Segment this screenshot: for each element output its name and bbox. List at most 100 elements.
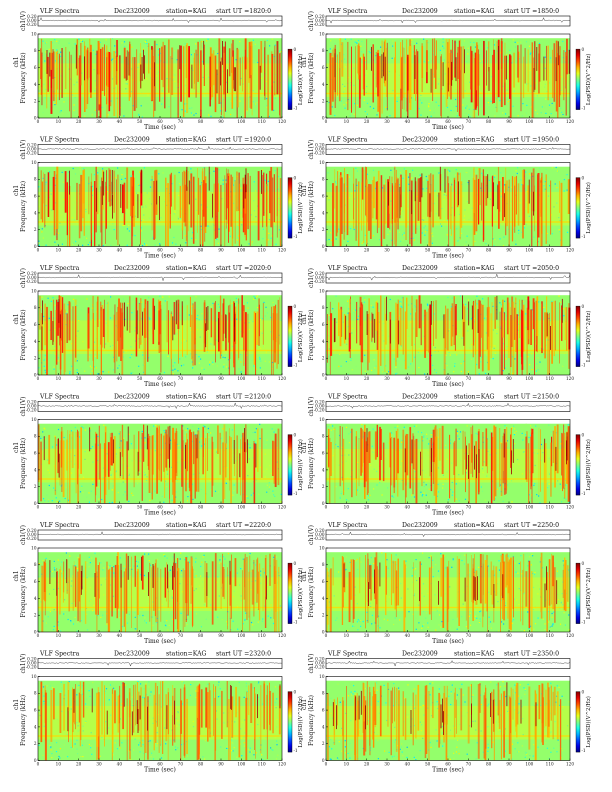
spectrogram-panel: VLF Spectra Dec232009 station=KAG start UT …	[301, 522, 592, 645]
colorbar-tick-label: -1	[294, 363, 298, 368]
waveform-tick-label: -0.20	[314, 536, 325, 541]
header-start-time: start UT =2150:0	[504, 394, 559, 401]
spectrogram-streaks	[40, 166, 282, 247]
y-axis-label: Frequency (kHz)	[308, 52, 315, 103]
channel-label: ch1	[301, 570, 308, 581]
y-tick-label: 0	[34, 244, 37, 249]
channel-label: ch1	[13, 699, 20, 710]
y-tick-label: 2	[34, 484, 37, 489]
colorbar	[575, 177, 581, 239]
y-tick-label: 10	[31, 31, 37, 36]
colorbar-label: Log(PSD)(V^2/Hz)	[585, 182, 592, 234]
y-tick-label: 8	[322, 48, 325, 53]
colorbar-tick-label: 0	[582, 433, 585, 438]
spectrogram-panel: VLF Spectra Dec232009 station=KAG start UT …	[13, 265, 304, 388]
waveform-tick-label: 0.20	[27, 400, 37, 405]
colorbar-tick-label: -1	[294, 234, 298, 239]
x-tick-label: 0	[325, 762, 328, 767]
x-tick-label: 90	[218, 248, 224, 253]
header-start-time: start UT =2250:0	[504, 522, 559, 529]
header-title: VLF Spectra	[327, 651, 368, 658]
x-axis-label: Time (sec)	[144, 381, 176, 388]
header-start-time: start UT =2020:0	[216, 265, 271, 272]
y-tick-label: 10	[319, 674, 325, 679]
spectrogram-panel: VLF Spectra Dec232009 station=KAG start UT …	[13, 522, 304, 645]
x-tick-label: 100	[525, 633, 533, 638]
colorbar	[287, 305, 293, 367]
x-tick-label: 0	[37, 762, 40, 767]
y-tick-label: 6	[322, 65, 325, 70]
colorbar-label: Log(PSD)(V^2/Hz)	[585, 439, 592, 491]
waveform-trace	[325, 17, 571, 24]
header-date: Dec232009	[402, 651, 438, 658]
waveform-frame	[325, 529, 571, 541]
x-tick-label: 30	[96, 119, 102, 124]
spectrogram-streaks	[40, 38, 281, 119]
header-title: VLF Spectra	[327, 137, 368, 144]
x-tick-label: 100	[525, 248, 533, 253]
y-tick-label: 10	[31, 545, 37, 550]
header-date: Dec232009	[402, 137, 438, 144]
x-tick-label: 100	[237, 633, 245, 638]
waveform-tick-label: -0.20	[314, 408, 325, 413]
y-tick-label: 4	[322, 596, 325, 601]
spectrogram-streaks	[332, 166, 570, 247]
y-axis-label: Frequency (kHz)	[308, 309, 315, 360]
x-tick-label: 40	[117, 505, 123, 510]
header-title: VLF Spectra	[39, 265, 80, 272]
x-tick-label: 70	[178, 762, 184, 767]
waveform-axis-label: ch1(V)	[20, 268, 27, 288]
waveform-trace	[325, 273, 571, 281]
channel-label: ch1	[301, 442, 308, 453]
waveform-tick-label: 0.00	[27, 147, 37, 152]
waveform-tick-label: -0.20	[314, 279, 325, 284]
x-tick-label: 50	[425, 248, 431, 253]
y-tick-label: 0	[322, 501, 325, 506]
waveform-frame	[325, 272, 571, 284]
header-date: Dec232009	[402, 522, 438, 529]
y-tick-label: 0	[322, 244, 325, 249]
x-tick-label: 20	[364, 762, 370, 767]
channel-label: ch1	[13, 185, 20, 196]
x-axis-label: Time (sec)	[144, 638, 176, 645]
x-tick-label: 30	[384, 376, 390, 381]
spectrogram-panel: VLF Spectra Dec232009 station=KAG start UT …	[13, 137, 304, 260]
y-tick-label: 0	[322, 372, 325, 377]
header-start-time: start UT =1820:0	[216, 8, 271, 15]
x-tick-label: 120	[278, 119, 286, 124]
waveform-axis-label: ch1(V)	[308, 11, 315, 31]
spectrogram-band	[326, 349, 570, 352]
waveform-frame	[37, 272, 283, 284]
colorbar-tick-label: -1	[294, 748, 298, 753]
waveform-tick-label: 0.20	[315, 271, 325, 276]
colorbar-label: Log(PSD)(V^2/Hz)	[585, 311, 592, 363]
waveform-axis-label: ch1(V)	[20, 396, 27, 416]
y-axis-label: Frequency (kHz)	[308, 695, 315, 746]
spectrogram-panel: VLF Spectra Dec232009 station=KAG start UT …	[13, 394, 304, 517]
header-start-time: start UT =2220:0	[216, 522, 271, 529]
waveform-tick-label: 0.00	[315, 18, 325, 23]
waveform-axis-label: ch1(V)	[20, 139, 27, 159]
x-tick-label: 30	[384, 762, 390, 767]
x-tick-label: 40	[405, 762, 411, 767]
x-tick-label: 100	[525, 119, 533, 124]
x-tick-label: 40	[405, 248, 411, 253]
x-tick-label: 80	[486, 376, 492, 381]
y-axis-label: Frequency (kHz)	[20, 309, 27, 360]
waveform-trace	[325, 402, 571, 409]
y-tick-label: 6	[34, 322, 37, 327]
colorbar	[575, 305, 581, 367]
x-tick-label: 60	[445, 505, 451, 510]
x-tick-label: 50	[425, 762, 431, 767]
waveform-tick-label: 0.20	[315, 528, 325, 533]
y-axis-label: Frequency (kHz)	[20, 695, 27, 746]
x-tick-label: 20	[76, 376, 82, 381]
header-date: Dec232009	[114, 522, 150, 529]
x-tick-label: 0	[325, 248, 328, 253]
waveform-frame	[37, 401, 283, 412]
waveform-tick-label: 0.00	[27, 532, 37, 537]
x-tick-label: 50	[425, 505, 431, 510]
x-tick-label: 0	[37, 633, 40, 638]
header-date: Dec232009	[402, 265, 438, 272]
x-axis-label: Time (sec)	[144, 253, 176, 260]
